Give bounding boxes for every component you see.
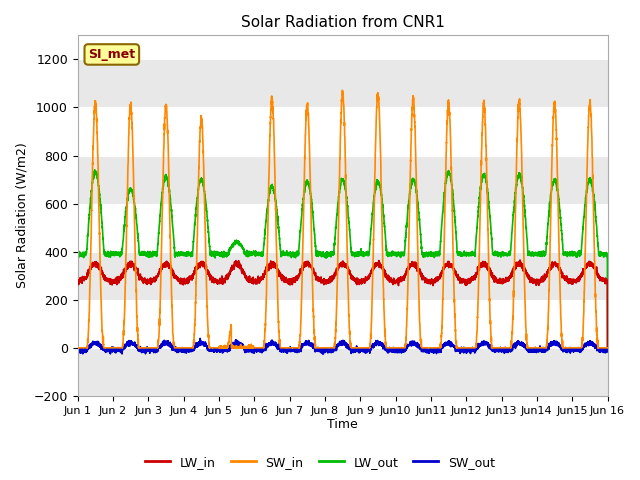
SW_out (432, 349, 440, 355)
LW_out (603, 252, 611, 258)
LW_out (74, 250, 81, 255)
Line: LW_out: LW_out (77, 170, 607, 348)
LW_out (604, 345, 611, 351)
SW_in (603, 345, 611, 351)
LW_in (604, 345, 611, 351)
LW_out (91, 167, 99, 173)
SW_in (169, 331, 177, 336)
LW_in (461, 279, 469, 285)
LW_out (492, 248, 499, 254)
SW_in (339, 87, 346, 93)
SW_in (461, 345, 469, 351)
Y-axis label: Solar Radiation (W/m2): Solar Radiation (W/m2) (15, 143, 28, 288)
SW_out (74, 348, 81, 353)
Line: SW_out: SW_out (77, 338, 607, 354)
SW_out (323, 346, 331, 351)
SW_out (492, 347, 499, 353)
Bar (77, 60, 607, 108)
LW_in (74, 278, 81, 284)
LW_in (516, 257, 524, 263)
SW_in (492, 345, 499, 351)
SW_out (169, 346, 177, 351)
SW_out (196, 336, 204, 341)
Legend: LW_in, SW_in, LW_out, SW_out: LW_in, SW_in, LW_out, SW_out (140, 451, 500, 474)
Title: Solar Radiation from CNR1: Solar Radiation from CNR1 (241, 15, 445, 30)
Bar (77, 156, 607, 204)
Line: LW_in: LW_in (77, 260, 607, 348)
LW_out (461, 251, 469, 257)
Bar (77, 348, 607, 396)
LW_in (432, 277, 440, 283)
SW_in (74, 345, 81, 351)
LW_in (492, 277, 499, 283)
Text: SI_met: SI_met (88, 48, 136, 61)
Line: SW_in: SW_in (77, 90, 607, 348)
LW_out (169, 227, 177, 232)
SW_in (323, 345, 330, 351)
SW_in (604, 345, 611, 351)
LW_out (432, 252, 440, 258)
SW_out (604, 345, 611, 351)
LW_out (323, 254, 330, 260)
SW_in (432, 345, 440, 351)
LW_in (323, 280, 330, 286)
LW_in (169, 268, 177, 274)
SW_out (319, 351, 327, 357)
LW_in (603, 277, 611, 283)
SW_out (461, 348, 469, 354)
Bar (77, 252, 607, 300)
SW_out (603, 345, 611, 351)
X-axis label: Time: Time (327, 419, 358, 432)
